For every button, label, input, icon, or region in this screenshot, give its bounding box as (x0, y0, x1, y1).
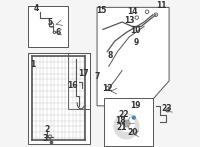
Bar (68, 53, 90, 109)
Circle shape (114, 114, 139, 139)
Text: 14: 14 (127, 7, 138, 16)
Circle shape (123, 120, 130, 127)
Bar (28, 53, 90, 144)
Text: 13: 13 (124, 16, 135, 25)
Text: 15: 15 (96, 6, 107, 15)
Text: 10: 10 (130, 26, 141, 35)
Text: 22: 22 (118, 110, 129, 119)
Text: 2: 2 (44, 125, 50, 134)
Text: 18: 18 (115, 116, 126, 125)
Bar (104, 98, 153, 146)
Circle shape (50, 141, 53, 144)
Text: 19: 19 (130, 101, 141, 110)
Text: 4: 4 (34, 4, 39, 13)
Polygon shape (97, 7, 169, 106)
Text: 8: 8 (108, 51, 113, 60)
Text: 7: 7 (94, 72, 100, 81)
Text: 17: 17 (79, 69, 89, 78)
Circle shape (132, 116, 135, 119)
Text: 6: 6 (55, 28, 61, 37)
Text: 16: 16 (67, 81, 77, 90)
Text: 5: 5 (47, 17, 53, 27)
Text: 9: 9 (134, 38, 139, 47)
Circle shape (118, 115, 135, 132)
Text: 1: 1 (30, 60, 35, 69)
Text: 20: 20 (127, 128, 138, 137)
Text: 23: 23 (162, 104, 172, 113)
Bar (28, 6, 68, 47)
Text: 12: 12 (102, 84, 113, 93)
Text: 3: 3 (43, 134, 48, 143)
Text: 11: 11 (156, 1, 167, 10)
Text: 21: 21 (117, 123, 127, 132)
